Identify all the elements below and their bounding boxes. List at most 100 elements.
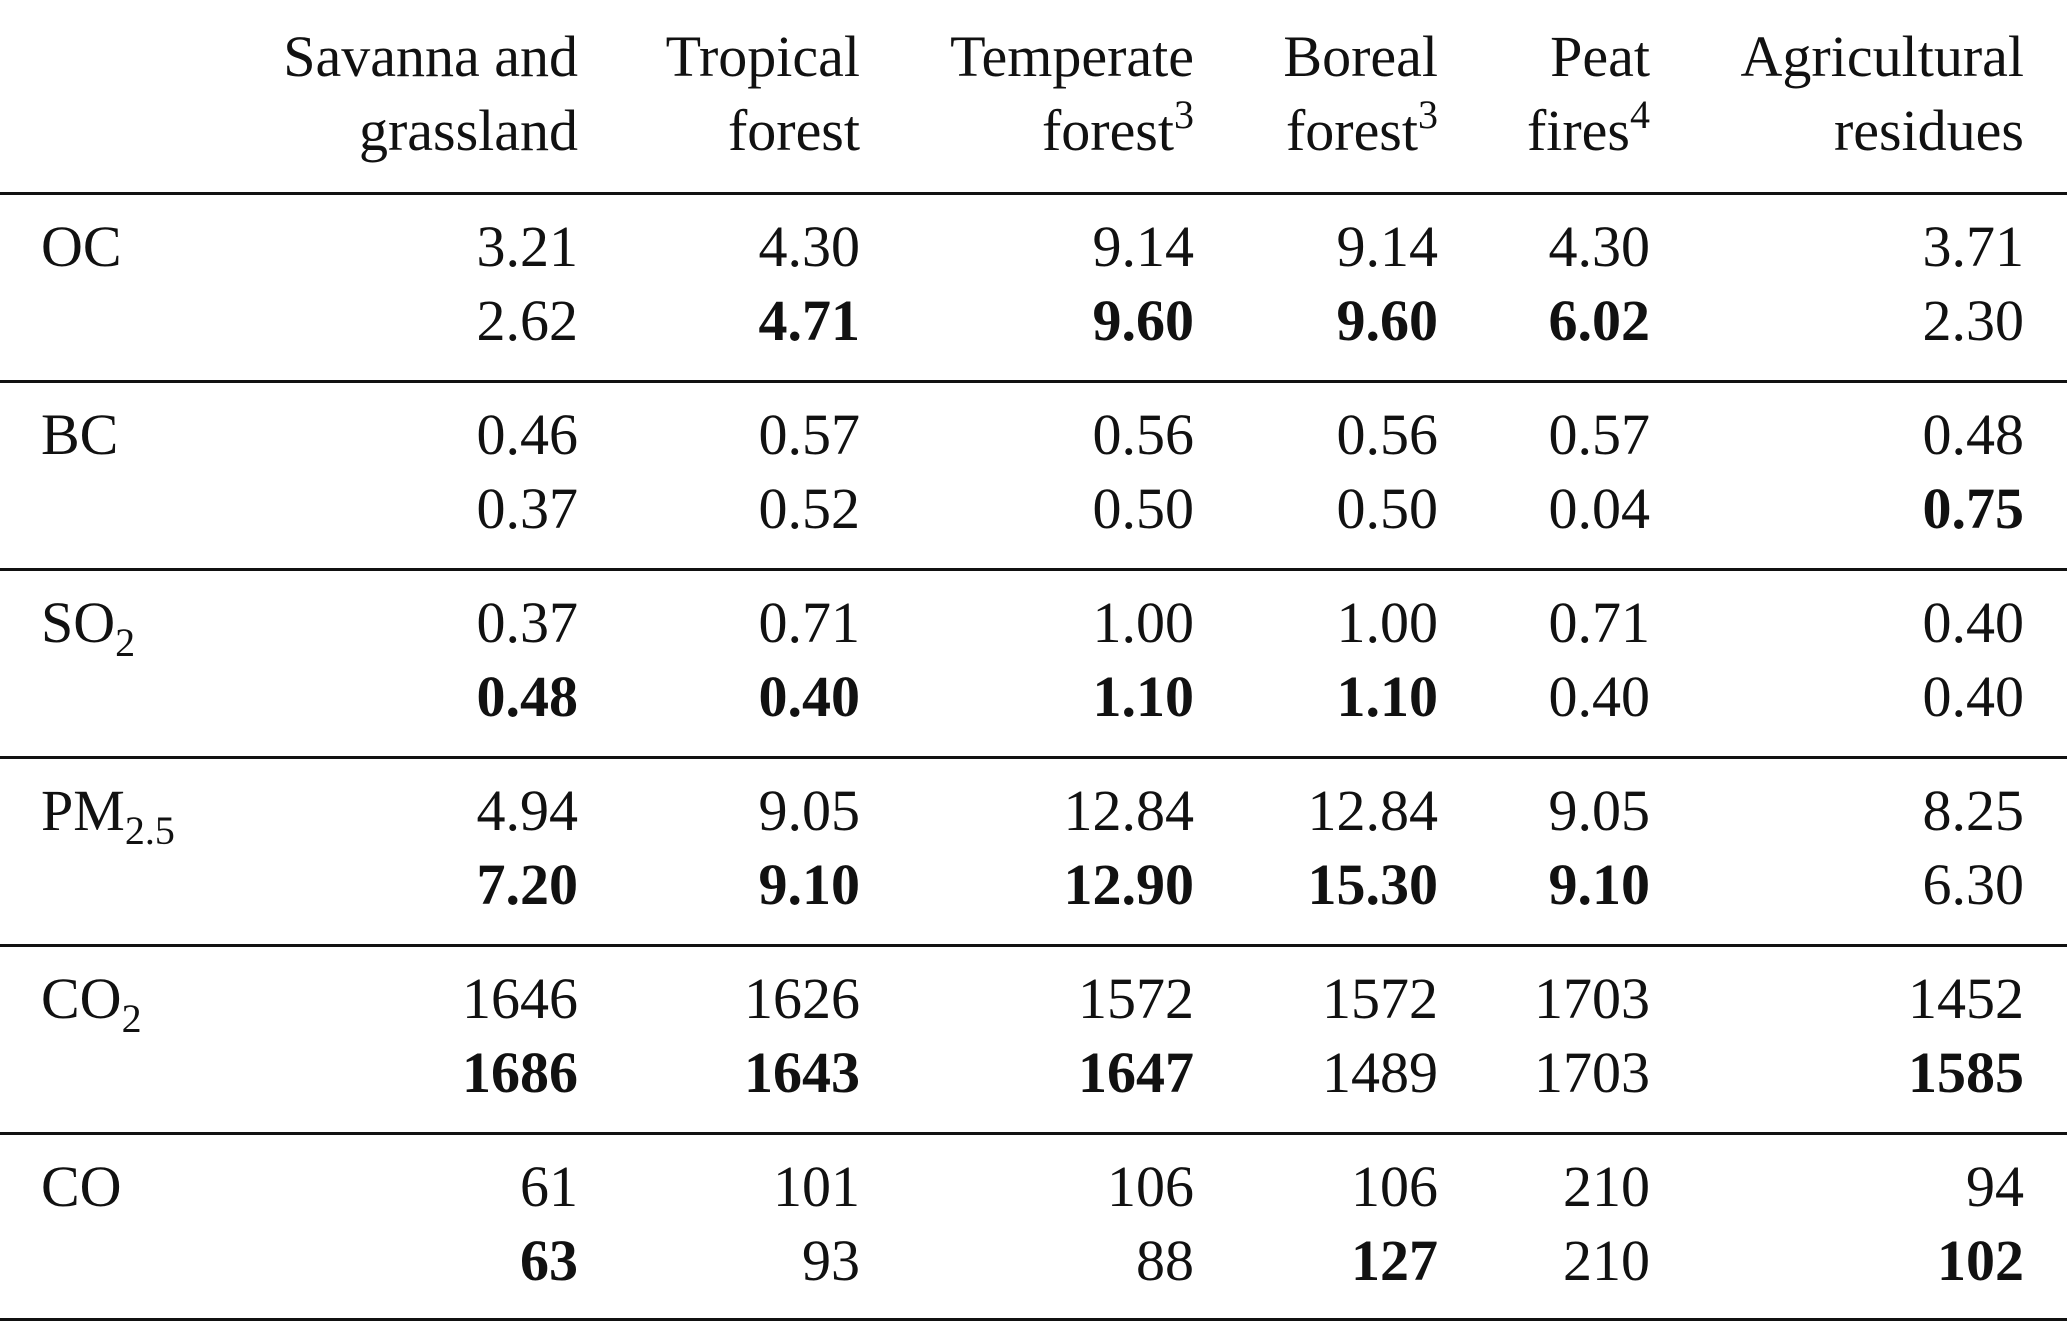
table-cell: 0.40 [758,664,861,729]
row-label: CO2 [41,962,142,1039]
table-cell: 9.60 [1336,288,1439,353]
table-cell: 8.25 [1922,778,2025,843]
row-separator [0,944,2067,947]
table-cell: 0.46 [476,402,579,467]
table-cell: 9.14 [1336,214,1439,279]
footnote-marker: 3 [1418,92,1438,137]
column-header-line2: fires4 [1330,94,1650,168]
column-header-line2-text: forest [1285,98,1418,163]
table-cell: 0.50 [1336,476,1439,541]
column-header-line2-text: fires [1526,98,1630,163]
table-cell: 9.10 [1548,852,1651,917]
column-header-line2-text: residues [1833,98,2024,163]
row-separator [0,756,2067,759]
table-cell: 1703 [1534,966,1650,1031]
table-cell: 0.75 [1922,476,2025,541]
table-cell: 1647 [1078,1040,1194,1105]
column-header-line2-text: forest [1041,98,1174,163]
table-cell: 0.57 [758,402,861,467]
table-cell: 0.40 [1922,590,2025,655]
table-cell: 1643 [744,1040,860,1105]
table-cell: 106 [1351,1154,1438,1219]
table-cell: 127 [1351,1228,1438,1293]
column-header: Boreal forest3 [1118,20,1438,168]
column-header: Savanna and grassland [258,20,578,168]
table-cell: 4.30 [758,214,861,279]
table-cell: 0.56 [1336,402,1439,467]
table-cell: 1585 [1908,1040,2024,1105]
row-label: BC [41,398,118,472]
table-cell: 101 [773,1154,860,1219]
table-cell: 9.05 [758,778,861,843]
row-label-text: SO [41,590,116,655]
table-cell: 1626 [744,966,860,1031]
bottom-rule [0,1318,2067,1321]
row-label: CO [41,1150,122,1224]
table-cell: 1572 [1078,966,1194,1031]
table-cell: 3.71 [1922,214,2025,279]
table-cell: 0.37 [476,476,579,541]
table-cell: 106 [1107,1154,1194,1219]
table-cell: 88 [1136,1228,1194,1293]
column-header-line2-text: grassland [358,98,578,163]
row-label-text: CO [41,1154,122,1219]
row-separator [0,380,2067,383]
row-label: SO2 [41,586,135,663]
table-cell: 0.48 [476,664,579,729]
table-cell: 4.94 [476,778,579,843]
table-cell: 3.21 [476,214,579,279]
column-header-line1: Temperate [950,24,1194,89]
table-cell: 9.14 [1092,214,1195,279]
table-cell: 2.62 [476,288,579,353]
table-cell: 9.60 [1092,288,1195,353]
table-cell: 12.84 [1063,778,1195,843]
table-cell: 0.50 [1092,476,1195,541]
table-cell: 1.10 [1092,664,1195,729]
row-label-subscript: 2.5 [124,808,175,853]
table-cell: 0.71 [1548,590,1651,655]
row-label-text: OC [41,214,122,279]
table-cell: 1.00 [1092,590,1195,655]
table-cell: 102 [1937,1228,2024,1293]
footnote-marker: 4 [1630,92,1650,137]
column-header: Agricultural residues [1704,20,2024,168]
table-cell: 210 [1563,1228,1650,1293]
table-cell: 0.48 [1922,402,2025,467]
column-header-line1: Peat [1550,24,1650,89]
table-cell: 0.56 [1092,402,1195,467]
table-cell: 1.00 [1336,590,1439,655]
table-cell: 94 [1966,1154,2024,1219]
table-cell: 6.30 [1922,852,2025,917]
footnote-marker: 3 [1174,92,1194,137]
column-header-line1: Tropical [665,24,860,89]
column-header-line1: Savanna and [283,24,578,89]
table-cell: 12.84 [1307,778,1439,843]
column-header: Peat fires4 [1330,20,1650,168]
table-cell: 1.10 [1336,664,1439,729]
table-cell: 93 [802,1228,860,1293]
row-label-text: BC [41,402,119,467]
header-rule [0,192,2067,195]
row-separator [0,1132,2067,1135]
table-cell: 9.10 [758,852,861,917]
table-cell: 9.05 [1548,778,1651,843]
table-cell: 7.20 [476,852,579,917]
column-header-line2: forest [540,94,860,168]
table-cell: 63 [520,1228,578,1293]
row-label: OC [41,210,122,284]
table-cell: 0.71 [758,590,861,655]
row-label-text: CO [41,966,122,1031]
table-cell: 0.04 [1548,476,1651,541]
table-cell: 2.30 [1922,288,2025,353]
table-cell: 0.57 [1548,402,1651,467]
column-header: Temperate forest3 [874,20,1194,168]
table-cell: 12.90 [1063,852,1195,917]
column-header: Tropical forest [540,20,860,168]
table-cell: 0.40 [1548,664,1651,729]
table-cell: 1452 [1908,966,2024,1031]
column-header-line1: Agricultural [1740,24,2024,89]
column-header-line2: forest3 [874,94,1194,168]
table-cell: 1646 [462,966,578,1031]
table-cell: 61 [520,1154,578,1219]
